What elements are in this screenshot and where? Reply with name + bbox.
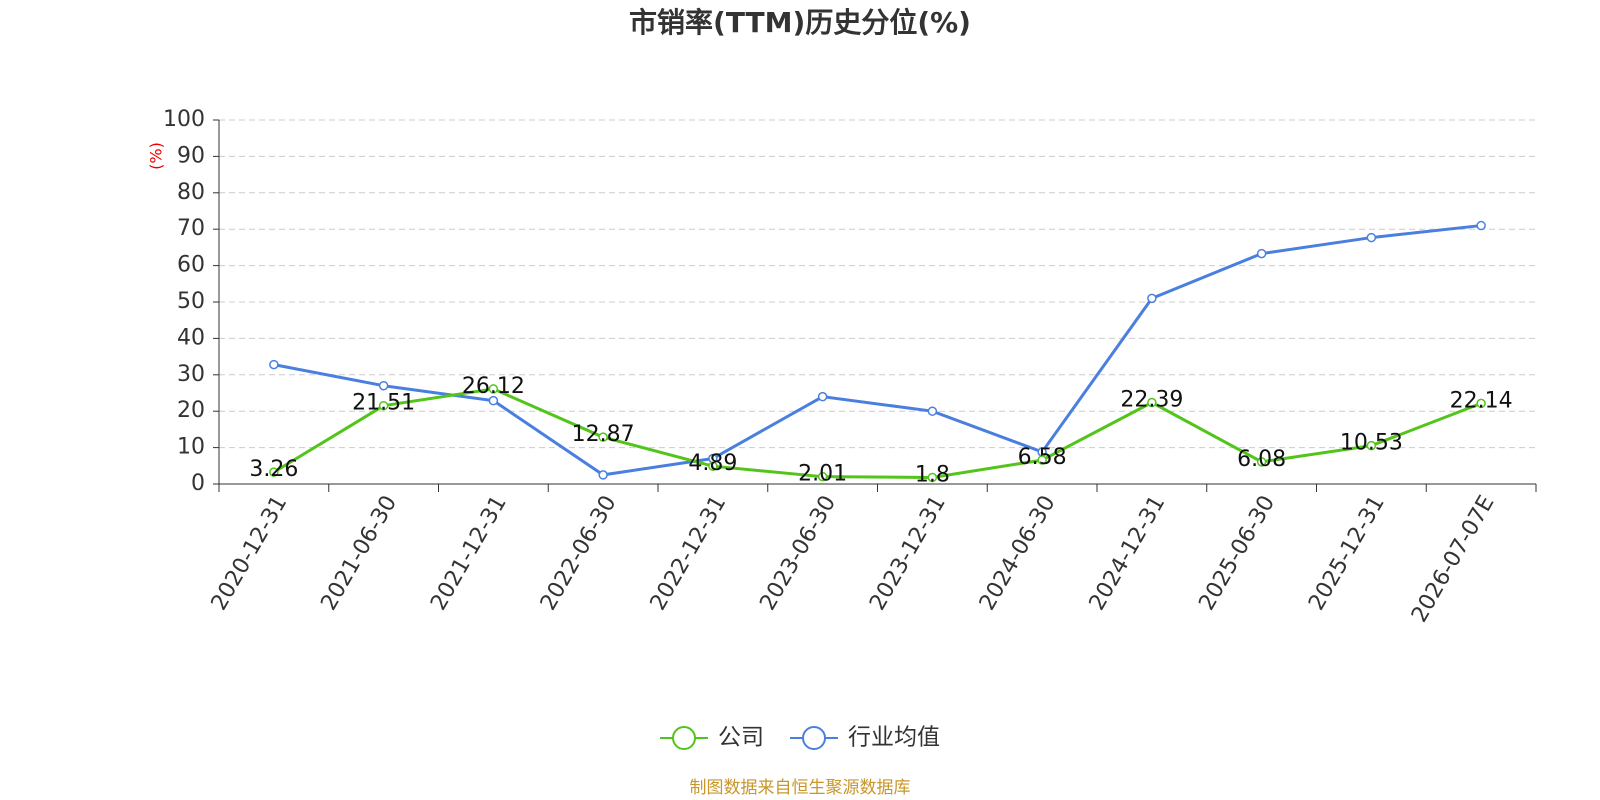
x-tick-label: 2026-07-07E [1407,492,1500,627]
data-point [269,467,279,477]
y-tick-label: 40 [177,325,205,350]
data-point [598,432,608,442]
data-label: 12.87 [572,422,635,447]
data-point [488,395,499,406]
data-point [1147,397,1157,408]
legend-label: 公司 [718,725,764,751]
data-label: 3.26 [249,457,298,482]
legend-marker [802,726,826,750]
y-axis-label: (%) [147,142,166,170]
data-point [1366,232,1377,243]
data-label: 26.12 [462,374,525,399]
data-label: 21.51 [352,391,415,416]
data-point [1147,293,1157,304]
data-point [927,472,938,483]
y-tick-label: 50 [177,289,205,314]
x-tick-label: 2022-12-31 [646,492,732,615]
series-line [273,387,1482,479]
data-point [817,471,828,482]
data-label: 22.14 [1450,388,1513,413]
y-tick-label: 60 [177,253,205,278]
x-tick-label: 2022-06-30 [536,492,622,615]
x-tick-label: 2025-12-31 [1304,492,1390,615]
y-tick-label: 10 [177,435,205,460]
x-tick-label: 2021-12-31 [426,492,512,615]
x-tick-label: 2023-12-31 [865,492,951,615]
data-point [817,391,828,402]
data-label: 6.08 [1237,447,1286,472]
data-label: 22.39 [1120,388,1183,413]
data-point [1037,455,1047,465]
legend-label: 行业均值 [848,725,940,751]
chart-title: 市销率(TTM)历史分位(%) [629,6,971,39]
series-line [273,224,1482,477]
y-tick-label: 30 [177,362,205,387]
y-tick-label: 90 [177,143,205,168]
source-note: 制图数据来自恒生聚源数据库 [690,778,911,798]
data-label: 6.58 [1018,445,1067,470]
x-tick-label: 2020-12-31 [207,492,293,615]
data-point [1366,440,1377,451]
data-point [927,406,938,416]
y-tick-label: 80 [177,180,205,205]
data-point [269,359,279,370]
x-tick-label: 2024-12-31 [1085,492,1171,615]
data-point [378,380,389,391]
data-point [1476,220,1486,231]
data-point [1256,248,1267,259]
y-tick-label: 20 [177,398,205,423]
data-point [708,461,718,471]
data-point [1256,457,1267,467]
data-point [378,400,389,411]
data-point [488,384,499,394]
data-label: 4.89 [688,451,737,476]
data-point [1476,398,1486,409]
data-label: 1.8 [915,462,950,487]
x-tick-label: 2021-06-30 [316,492,402,615]
x-tick-label: 2023-06-30 [755,492,841,615]
data-label: 2.01 [798,462,847,487]
y-tick-label: 70 [177,216,205,241]
legend-marker [672,726,696,750]
data-label: 10.53 [1340,431,1403,456]
x-tick-label: 2025-06-30 [1194,492,1280,615]
x-tick-label: 2024-06-30 [975,492,1061,615]
y-tick-label: 0 [191,471,205,496]
data-point [598,470,608,480]
y-tick-label: 100 [163,107,205,132]
